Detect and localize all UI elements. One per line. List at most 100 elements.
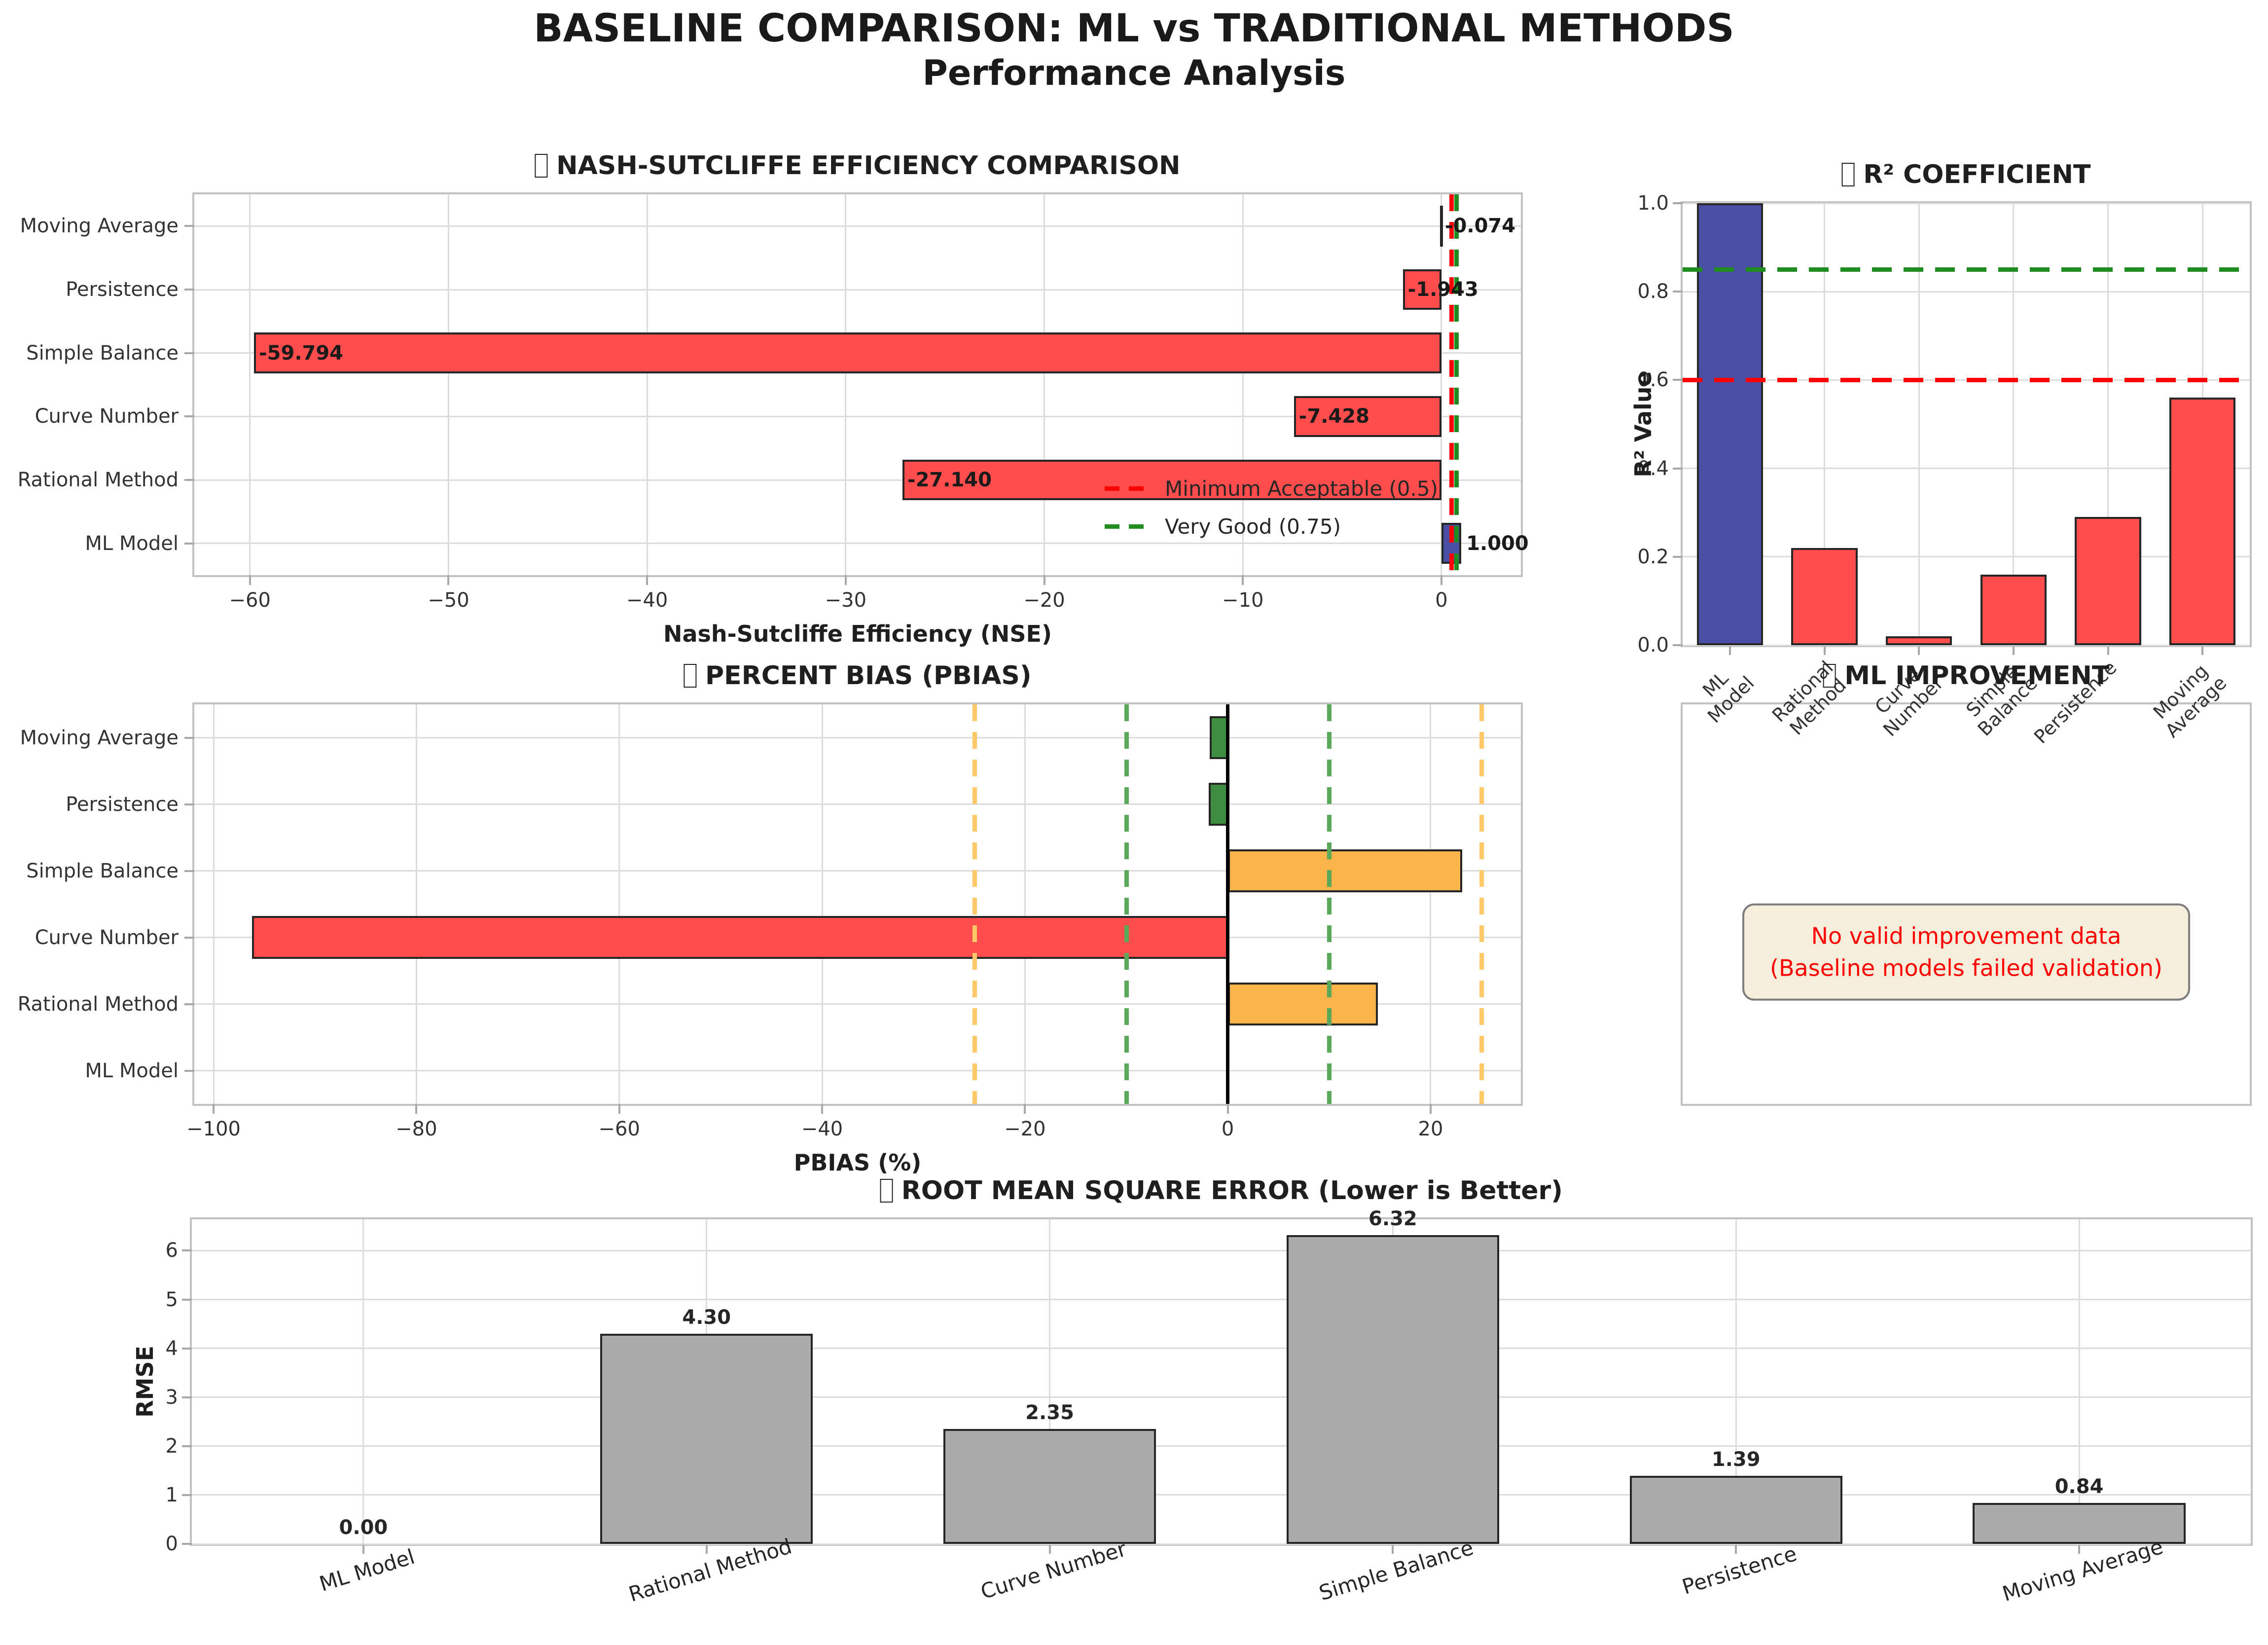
- y-tick-label: 3: [165, 1386, 178, 1409]
- threshold-line: [1327, 704, 1332, 1104]
- tick-mark: [1673, 291, 1683, 293]
- tick-mark: [182, 1543, 192, 1545]
- gridline-y: [192, 1348, 2251, 1350]
- x-tick-label: −30: [825, 589, 867, 612]
- chart-title: PERCENT BIAS (PBIAS): [684, 661, 1032, 691]
- chart-title-text: ROOT MEAN SQUARE ERROR (Lower is Better): [901, 1176, 1563, 1206]
- tick-mark: [2107, 645, 2109, 655]
- x-tick-label: 0: [1221, 1118, 1234, 1140]
- tick-mark: [1226, 1104, 1229, 1114]
- tick-mark: [1673, 644, 1683, 646]
- missing-glyph-icon: [880, 1179, 893, 1203]
- x-axis-label: Nash-Sutcliffe Efficiency (NSE): [663, 621, 1052, 647]
- chart-title-text: R² COEFFICIENT: [1863, 160, 2091, 189]
- category-label: ML Model: [316, 1544, 418, 1596]
- missing-glyph-icon: [1841, 163, 1855, 186]
- bar: [1209, 716, 1228, 759]
- tick-mark: [447, 575, 450, 585]
- chart-title-text: NASH-SUTCLIFFE EFFICIENCY COMPARISON: [556, 151, 1181, 181]
- bar: [943, 1429, 1156, 1544]
- tick-mark: [1673, 555, 1683, 558]
- tick-mark: [2078, 1544, 2081, 1554]
- x-tick-label: −100: [186, 1118, 241, 1140]
- category-label: Simple Balance: [26, 859, 179, 882]
- category-label: Persistence: [66, 278, 179, 301]
- legend-dash-swatch: [1105, 486, 1152, 491]
- gridline-x: [2107, 203, 2109, 645]
- x-tick-label: −20: [1004, 1118, 1046, 1140]
- category-label: Simple Balance: [26, 341, 179, 365]
- threshold-line: [1683, 378, 2250, 383]
- bar: [1286, 1235, 1500, 1544]
- bar: [1227, 983, 1378, 1025]
- category-label: Persistence: [1679, 1541, 1800, 1599]
- gridline-y: [194, 737, 1521, 738]
- main-title-line2: Performance Analysis: [922, 52, 1346, 93]
- bar: [902, 459, 1441, 501]
- tick-mark: [844, 575, 847, 585]
- tick-mark: [1823, 645, 1826, 655]
- category-label: Simple Balance: [1316, 1535, 1476, 1606]
- threshold-line: [1454, 194, 1459, 575]
- bar: [2075, 517, 2141, 645]
- missing-glyph-icon: [684, 664, 697, 688]
- gridline-y: [192, 1396, 2251, 1398]
- tick-mark: [184, 479, 194, 481]
- gridline-x: [1049, 1219, 1051, 1544]
- gridline-x: [362, 1219, 364, 1544]
- gridline-y: [192, 1494, 2251, 1496]
- gridline-x: [646, 194, 648, 575]
- y-tick-label: 2: [165, 1434, 178, 1458]
- x-tick-label: −60: [229, 589, 271, 612]
- bar: [2169, 398, 2236, 645]
- bar: [1294, 396, 1441, 437]
- bar-value-label: 1.000: [1466, 532, 1529, 555]
- threshold-line: [1124, 704, 1129, 1104]
- pbias-chart-axes: Moving Average Persistence Simple Balance C…: [18, 661, 1523, 1176]
- rmse-chart-axes: 0 1 2 3 4 5 6 ML Model Rational Method Curve Numb…: [132, 1176, 2253, 1607]
- legend-item: Very Good (0.75): [1105, 514, 1438, 539]
- y-tick-label: 0.4: [1637, 457, 1669, 480]
- gridline-y: [194, 479, 1521, 481]
- x-tick-label: −20: [1023, 589, 1065, 612]
- chart-title: ML IMPROVEMENT: [1823, 661, 2109, 691]
- tick-mark: [705, 1544, 708, 1554]
- tick-mark: [1242, 575, 1244, 585]
- tick-mark: [415, 1104, 418, 1114]
- x-axis-label: PBIAS (%): [793, 1149, 922, 1176]
- threshold-line: [1449, 194, 1454, 575]
- bar: [1440, 206, 1443, 247]
- bar: [1973, 1502, 2186, 1544]
- bar-value-label: 6.32: [1368, 1207, 1417, 1230]
- gridline-x: [821, 704, 823, 1104]
- bar-value-label: -7.428: [1298, 405, 1369, 428]
- tick-mark: [618, 1104, 620, 1114]
- tick-mark: [821, 1104, 824, 1114]
- bar-value-label: 2.35: [1025, 1401, 1074, 1425]
- gridline-x: [1918, 203, 1920, 645]
- gridline-y: [192, 1299, 2251, 1301]
- main-title-line1: BASELINE COMPARISON: ML vs TRADITIONAL M…: [534, 6, 1734, 51]
- tick-mark: [182, 1494, 192, 1496]
- y-tick-label: 1.0: [1637, 192, 1669, 215]
- tick-mark: [362, 1544, 364, 1554]
- tick-mark: [646, 575, 648, 585]
- tick-mark: [2201, 645, 2204, 655]
- main-title: BASELINE COMPARISON: ML vs TRADITIONAL M…: [0, 6, 2268, 93]
- gridline-y: [194, 870, 1521, 872]
- category-label: Rational Method: [625, 1534, 794, 1607]
- y-tick-label: 0.0: [1637, 634, 1669, 657]
- gridline-y: [194, 543, 1521, 545]
- legend-item: Minimum Acceptable (0.5): [1105, 476, 1438, 501]
- gridline-x: [1440, 194, 1442, 575]
- tick-mark: [184, 289, 194, 291]
- tick-mark: [1429, 1104, 1432, 1114]
- gridline-x: [213, 704, 215, 1104]
- gridline-y: [194, 1070, 1521, 1071]
- gridline-y: [194, 804, 1521, 805]
- category-label: Curve Number: [35, 926, 179, 949]
- threshold-line: [1479, 704, 1484, 1104]
- gridline-x: [1044, 194, 1045, 575]
- tick-mark: [184, 352, 194, 354]
- bar-value-label: -1.943: [1407, 278, 1478, 301]
